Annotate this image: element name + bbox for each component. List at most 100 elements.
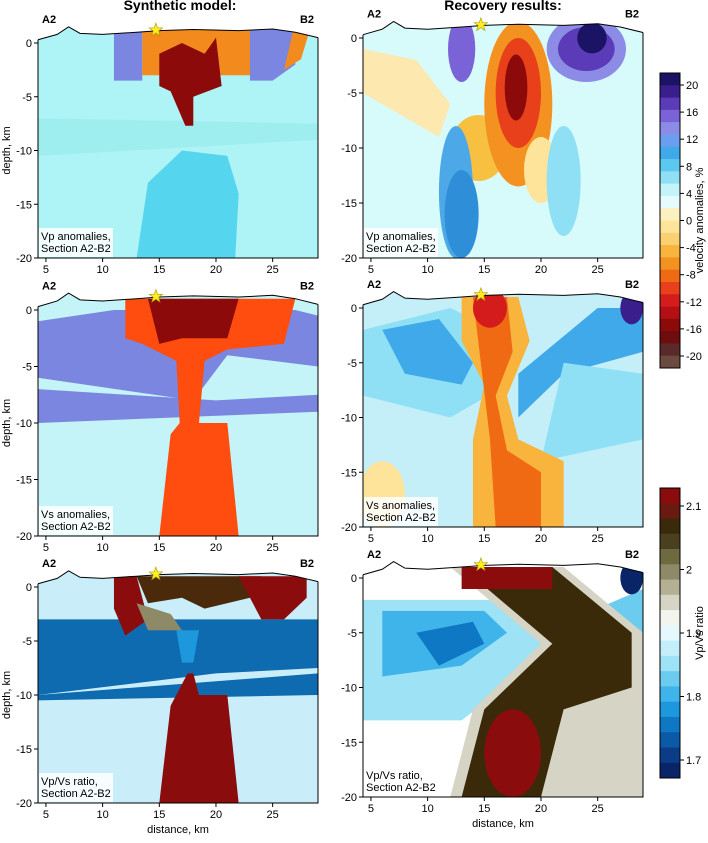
caption: Vp anomalies, [41, 231, 111, 243]
y-tick-label: -5 [22, 362, 32, 374]
anomaly [620, 561, 643, 595]
section-field [38, 26, 318, 258]
colorbar-tick-label: 2 [686, 565, 692, 577]
colorbar-step [660, 640, 680, 657]
colorbar-step [660, 85, 680, 99]
colorbar-step [660, 122, 680, 135]
frame [362, 572, 644, 798]
colorbar-step [660, 533, 680, 550]
caption-box [364, 767, 438, 796]
y-axis-label: depth, km [1, 126, 13, 174]
colorbar-step [660, 503, 680, 520]
section-start: A2 [367, 279, 381, 291]
x-tick-label: 10 [421, 533, 433, 545]
anomaly [504, 54, 528, 121]
anomaly [136, 576, 262, 609]
colorbar-step [660, 564, 680, 581]
colorbar-step [660, 625, 680, 642]
colorbar-step [660, 579, 680, 596]
anomaly [38, 619, 318, 695]
colorbar-step [660, 318, 680, 332]
colorbar-step [660, 232, 680, 246]
caption: Section A2-B2 [41, 788, 111, 800]
y-tick-label: -10 [341, 143, 357, 155]
y-tick-label: -20 [16, 798, 32, 810]
anomaly [577, 22, 607, 54]
colorbar-tick-label: -20 [686, 351, 702, 363]
x-tick-label: 10 [96, 264, 108, 276]
caption: Vs anomalies, [41, 509, 110, 521]
topography [362, 560, 644, 576]
x-tick-label: 20 [210, 809, 222, 821]
section-end: B2 [300, 558, 314, 570]
anomaly [113, 26, 143, 81]
colorbar-step [660, 134, 680, 148]
colorbar-tick-label: -4 [686, 243, 696, 255]
anomaly [546, 126, 581, 236]
y-tick-label: 0 [26, 38, 32, 50]
y-tick-label: 0 [351, 303, 357, 315]
anomaly [38, 673, 318, 701]
x-tick-label: 10 [96, 542, 108, 554]
colorbar-step [660, 97, 680, 111]
anomaly [136, 603, 182, 631]
colorbar-tick-label: 16 [686, 107, 698, 119]
caption: Vp/Vs ratio, [366, 770, 423, 782]
section-start: A2 [42, 558, 56, 570]
colorbar-step [660, 549, 680, 565]
section-field [363, 21, 643, 258]
y-tick-label: -20 [341, 792, 357, 804]
colorbar-step [660, 183, 680, 197]
x-axis-label: distance, km [147, 824, 209, 836]
station-star [473, 556, 489, 572]
colorbar-tick-label: 1.9 [686, 628, 701, 640]
anomaly [518, 308, 643, 418]
y-axis-label: depth, km [1, 399, 13, 447]
x-tick-label: 10 [96, 809, 108, 821]
colorbar-step [660, 732, 680, 748]
anomaly [461, 567, 553, 589]
x-tick-label: 5 [368, 264, 374, 276]
colorbar-step [660, 73, 680, 86]
topography [362, 290, 644, 306]
y-tick-label: 0 [26, 582, 32, 594]
y-tick-label: -5 [22, 92, 32, 104]
anomaly [484, 709, 541, 797]
section-start: A2 [42, 280, 56, 292]
section-field [38, 293, 318, 536]
x-tick-label: 10 [421, 264, 433, 276]
station-star [148, 22, 164, 37]
colorbar-tick-label: 8 [686, 161, 692, 173]
colorbar-step [660, 281, 680, 295]
anomaly [159, 37, 222, 126]
y-tick-label: -15 [16, 744, 32, 756]
y-tick-label: -20 [341, 522, 357, 534]
colorbar-step [660, 159, 680, 172]
x-tick-label: 20 [535, 264, 547, 276]
caption: Section A2-B2 [41, 243, 111, 255]
y-tick-label: 0 [351, 573, 357, 585]
colorbar-tick-label: 20 [686, 80, 698, 92]
x-tick-label: 25 [592, 803, 604, 815]
right-title: Recovery results: [444, 0, 562, 13]
colorbar-step [660, 208, 680, 221]
colorbar-tick-label: -8 [686, 270, 696, 282]
section-end: B2 [625, 279, 639, 291]
topography [37, 570, 319, 585]
y-tick-label: -20 [16, 531, 32, 543]
frame [362, 302, 644, 528]
x-axis-label: distance, km [472, 818, 534, 830]
colorbar-step [660, 762, 680, 779]
colorbar-step [660, 655, 680, 672]
x-tick-label: 5 [368, 803, 374, 815]
topography [362, 20, 644, 36]
anomaly [249, 26, 296, 81]
anomaly [540, 362, 643, 462]
section-start: A2 [367, 9, 381, 21]
section-end: B2 [625, 9, 639, 21]
y-tick-label: 0 [26, 305, 32, 317]
caption: Section A2-B2 [366, 243, 436, 255]
anomaly [38, 118, 318, 156]
colorbar-step [660, 747, 680, 764]
